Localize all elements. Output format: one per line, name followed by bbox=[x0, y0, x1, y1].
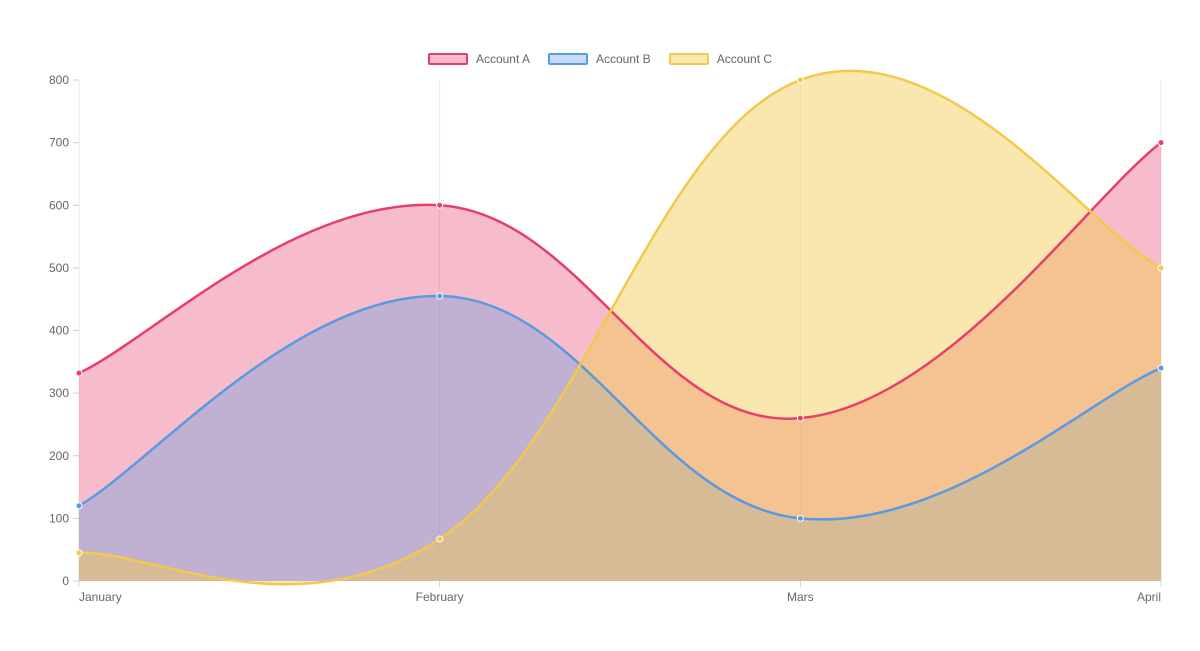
y-axis-label: 300 bbox=[49, 386, 69, 400]
data-point[interactable] bbox=[76, 550, 82, 556]
x-axis-label: April bbox=[1137, 590, 1161, 604]
data-point[interactable] bbox=[797, 77, 803, 83]
y-axis-label: 0 bbox=[62, 574, 69, 588]
data-point[interactable] bbox=[1158, 265, 1164, 271]
y-axis-label: 600 bbox=[49, 198, 69, 212]
data-point[interactable] bbox=[437, 293, 443, 299]
data-point[interactable] bbox=[437, 202, 443, 208]
x-axis-label: January bbox=[79, 590, 122, 604]
y-axis-label: 800 bbox=[49, 73, 69, 87]
data-point[interactable] bbox=[76, 370, 82, 376]
data-point[interactable] bbox=[797, 515, 803, 521]
data-point[interactable] bbox=[1158, 140, 1164, 146]
x-axis-label: Mars bbox=[787, 590, 814, 604]
x-axis-label: February bbox=[416, 590, 464, 604]
data-point[interactable] bbox=[1158, 365, 1164, 371]
area-chart: Account A Account B Account C JanuaryFeb… bbox=[0, 0, 1200, 651]
data-point[interactable] bbox=[76, 503, 82, 509]
y-axis-label: 400 bbox=[49, 324, 69, 338]
chart-plot: January February Mars April 0 100 200 300 400 500… bbox=[0, 0, 1200, 651]
data-point[interactable] bbox=[797, 415, 803, 421]
y-axis-label: 200 bbox=[49, 449, 69, 463]
y-axis-label: 100 bbox=[49, 511, 69, 525]
y-axis-label: 500 bbox=[49, 261, 69, 275]
data-point[interactable] bbox=[437, 536, 443, 542]
y-axis-label: 700 bbox=[49, 136, 69, 150]
